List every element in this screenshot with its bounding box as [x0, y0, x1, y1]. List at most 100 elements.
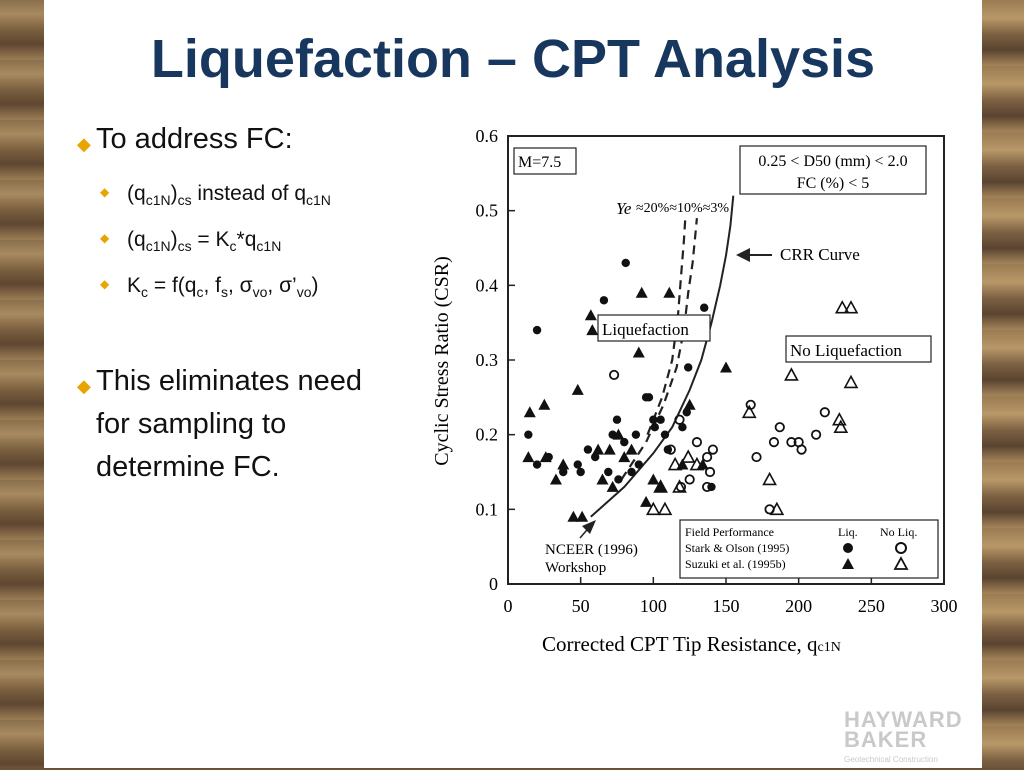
liquefaction-box: Liquefaction — [597, 314, 711, 342]
magnitude-box: M=7.5 — [513, 147, 577, 175]
point-stark-liq — [524, 430, 533, 439]
point-suzuki-noliq — [653, 479, 668, 493]
point-suzuki-noliq — [657, 501, 673, 516]
point-suzuki-liq — [683, 398, 696, 410]
point-suzuki-noliq — [784, 367, 799, 381]
bullet-line-2: for sampling to — [96, 408, 287, 440]
point-suzuki-noliq — [769, 501, 785, 516]
point-stark-noliq — [811, 429, 822, 440]
point-suzuki-liq — [571, 383, 584, 395]
y-tick-label: 0.2 — [476, 425, 499, 445]
point-stark-noliq — [819, 407, 830, 418]
legend-row-suzuki: Suzuki et al. (1995b) — [685, 557, 786, 571]
point-suzuki-noliq — [667, 456, 683, 471]
legend-col-noliq: No Liq. — [880, 525, 917, 539]
diamond-bullet-icon: ◆ — [77, 134, 91, 154]
legend-marker-stark-noliq — [895, 542, 907, 554]
y-tick-label: 0.4 — [476, 275, 499, 295]
legend: Field Performance Liq. No Liq. Stark & O… — [679, 519, 939, 579]
range-box-line-2: FC (%) < 5 — [797, 175, 870, 192]
y-tick-label: 0.1 — [476, 499, 499, 519]
diamond-bullet-icon: ◆ — [100, 185, 110, 199]
strain-labels: ≈20%≈10%≈3% — [636, 201, 729, 216]
x-tick-label: 100 — [640, 596, 667, 616]
point-suzuki-liq — [635, 286, 648, 298]
diamond-bullet-icon: ◆ — [100, 231, 110, 245]
point-suzuki-noliq — [843, 374, 859, 389]
logo-tagline: Geotechnical Construction — [844, 755, 938, 764]
bullet-address-fc: ◆ To address FC: — [77, 118, 293, 161]
point-stark-noliq — [704, 466, 716, 478]
point-stark-liq — [678, 423, 687, 432]
point-suzuki-liq — [654, 480, 667, 492]
point-stark-noliq — [796, 444, 807, 455]
ye-label: Ye — [616, 199, 632, 218]
point-stark-noliq — [786, 437, 797, 448]
point-stark-liq — [644, 393, 654, 402]
point-stark-liq — [599, 296, 609, 305]
point-suzuki-liq — [522, 451, 535, 463]
sub-bullet-formula-2: (qc1N)cs = Kc*qc1N — [127, 228, 282, 255]
y-tick-label: 0.6 — [476, 126, 499, 146]
sub-bullet-kc-formula: ◆ (qc1N)cs = Kc*qc1N — [100, 228, 282, 255]
x-axis-label: Corrected CPT Tip Resistance, qc1N — [542, 632, 841, 656]
sub-bullet-formula-1: (qc1N)cs instead of qc1N — [127, 182, 331, 209]
point-stark-liq — [559, 467, 568, 477]
point-stark-liq — [631, 430, 641, 439]
crr-chart: 0 50 100 150 200 250 300 0 0.1 0.2 0.3 0.4 0.5 0.6 M=… — [431, 126, 958, 656]
sub-bullet-formula-3: Kc = f(qc, fs, σvo, σ’vo) — [127, 274, 319, 301]
point-stark-liq — [583, 445, 593, 454]
point-suzuki-liq — [523, 406, 536, 418]
x-tick-label: 50 — [572, 596, 590, 616]
point-suzuki-noliq — [689, 456, 705, 471]
x-tick-label: 250 — [858, 596, 885, 616]
point-stark-noliq — [674, 414, 685, 425]
point-stark-liq — [576, 467, 585, 477]
x-axis-label-main: Corrected CPT Tip Resistance, q — [542, 632, 818, 656]
point-suzuki-liq — [584, 309, 597, 321]
point-suzuki-noliq — [762, 471, 777, 486]
point-stark-liq — [604, 467, 613, 477]
y-axis-label: Cyclic Stress Ratio (CSR) — [431, 256, 453, 465]
point-stark-liq — [591, 452, 600, 462]
point-stark-liq — [660, 430, 670, 439]
point-stark-noliq — [707, 444, 719, 455]
legend-marker-stark-liq — [843, 543, 853, 553]
point-stark-liq — [682, 408, 691, 417]
point-suzuki-noliq — [833, 419, 849, 434]
point-stark-noliq — [665, 444, 676, 455]
legend-marker-suzuki-liq — [842, 558, 854, 569]
point-suzuki-liq — [596, 473, 609, 485]
sub-bullet-kc-function: ◆ Kc = f(qc, fs, σvo, σ’vo) — [100, 274, 319, 301]
point-stark-liq — [573, 460, 582, 469]
point-suzuki-liq — [632, 346, 645, 358]
legend-row-stark: Stark & Olson (1995) — [685, 541, 789, 555]
point-suzuki-liq — [612, 428, 625, 440]
point-suzuki-noliq — [741, 404, 757, 419]
point-stark-liq — [700, 303, 709, 312]
point-stark-noliq — [691, 437, 703, 448]
range-box: 0.25 < D50 (mm) < 2.0 FC (%) < 5 — [739, 145, 927, 195]
no-liquefaction-box: No Liquefaction — [785, 335, 932, 363]
x-tick-label: 200 — [785, 596, 812, 616]
point-suzuki-liq — [618, 451, 631, 463]
point-suzuki-liq — [696, 458, 709, 470]
y-tick-label: 0.3 — [476, 350, 499, 370]
point-stark-liq — [620, 437, 629, 447]
diamond-bullet-icon: ◆ — [77, 376, 91, 396]
x-tick-label: 0 — [504, 596, 513, 616]
point-stark-liq — [649, 415, 658, 424]
point-suzuki-liq — [625, 443, 638, 455]
point-stark-noliq — [702, 481, 713, 493]
point-stark-liq — [684, 363, 693, 372]
point-suzuki-liq — [606, 480, 619, 492]
nceer-label-line-2: Workshop — [545, 560, 606, 576]
point-suzuki-liq — [647, 473, 660, 485]
x-axis-label-sub: c1N — [818, 640, 841, 655]
point-stark-liq — [656, 415, 665, 424]
point-stark-liq — [532, 460, 542, 469]
point-suzuki-noliq — [843, 300, 859, 314]
liquefaction-label: Liquefaction — [602, 320, 689, 339]
point-suzuki-noliq — [680, 449, 696, 463]
point-stark-noliq — [702, 451, 713, 463]
